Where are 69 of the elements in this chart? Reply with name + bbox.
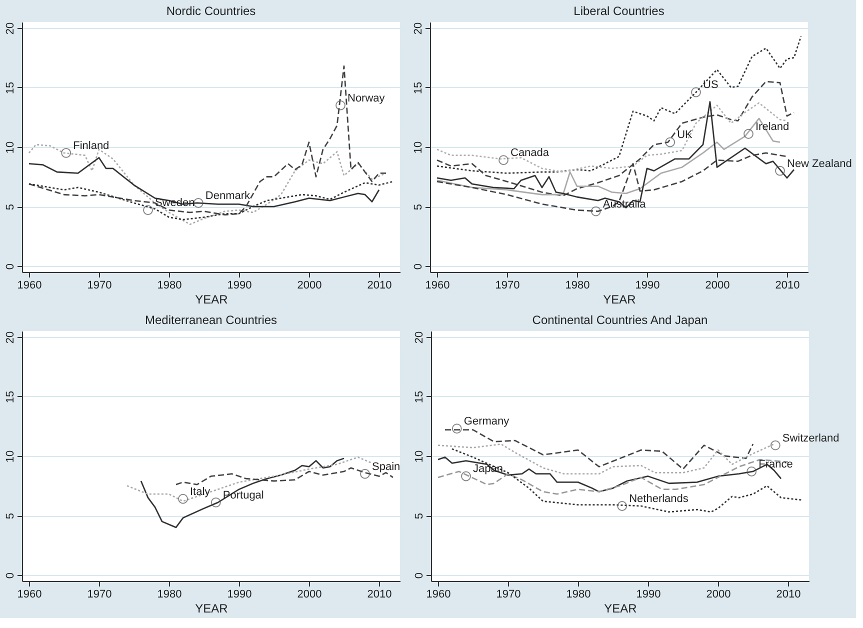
y-tick-label: 5: [4, 204, 16, 210]
line-series: [28, 65, 387, 216]
x-tick-label: 1990: [636, 588, 661, 600]
y-tick-label: 15: [414, 390, 426, 404]
x-tick-label: 1990: [227, 280, 252, 292]
y-tick-label: 20: [412, 22, 424, 35]
annotation: Italy: [190, 486, 211, 498]
x-tick-label: 2000: [705, 280, 730, 292]
y-tick-label: 10: [414, 450, 426, 463]
x-tick-label: 1960: [17, 280, 42, 292]
x-tick-label: 1980: [157, 588, 182, 600]
x-axis-title: YEAR: [195, 292, 228, 306]
y-tick-label: 20: [4, 331, 16, 344]
annotation: Netherlands: [629, 493, 689, 505]
annotation: Canada: [510, 147, 550, 160]
x-tick-label: 2010: [367, 280, 392, 292]
x-tick-label: 1960: [426, 588, 451, 600]
y-tick-label: 0: [414, 572, 426, 579]
x-tick-label: 1970: [495, 280, 520, 292]
x-tick-label: 2000: [297, 280, 322, 292]
x-axis-title: YEAR: [195, 602, 228, 616]
line-series: [140, 458, 345, 528]
x-tick-label: 1970: [87, 280, 112, 292]
y-tick-label: 5: [412, 204, 424, 210]
x-tick-label: 1960: [17, 588, 42, 600]
chart-title: Mediterranean Countries: [144, 312, 278, 327]
annotation: France: [758, 458, 793, 470]
x-tick-label: 2010: [776, 588, 801, 600]
y-tick-label: 0: [412, 263, 424, 270]
y-tick-label: 20: [4, 22, 16, 35]
y-tick-label: 10: [4, 141, 16, 154]
x-tick-label: 2000: [297, 588, 322, 600]
annotation: US: [703, 79, 718, 92]
annotation: Norway: [348, 92, 386, 104]
annotation: Switzerland: [782, 432, 840, 444]
x-tick-label: 1970: [87, 588, 112, 600]
y-tick-label: 20: [414, 331, 426, 344]
x-tick-label: 1990: [227, 588, 252, 600]
x-tick-label: 1980: [157, 280, 182, 292]
chart-title: Continental Countries And Japan: [532, 312, 708, 327]
annotation: Spain: [372, 460, 400, 473]
annotation: Finland: [73, 140, 110, 152]
y-tick-label: 5: [4, 512, 16, 520]
x-tick-label: 1970: [496, 588, 521, 600]
x-tick-label: 1990: [635, 280, 660, 292]
x-tick-label: 2010: [367, 588, 392, 600]
x-tick-label: 2000: [706, 588, 731, 600]
y-tick-label: 15: [4, 390, 16, 404]
x-axis-title: YEAR: [604, 602, 638, 616]
y-tick-label: 15: [412, 82, 424, 94]
y-tick-label: 10: [412, 141, 424, 154]
chart-title: Nordic Countries: [166, 4, 256, 18]
annotation: New Zealand: [787, 158, 852, 170]
annotation: Ireland: [756, 120, 790, 133]
x-tick-label: 1980: [565, 280, 590, 292]
x-tick-label: 2010: [775, 280, 800, 292]
x-tick-label: 1960: [425, 280, 450, 292]
x-axis-title: YEAR: [603, 292, 636, 306]
annotation: Denmark: [205, 190, 251, 202]
y-tick-label: 5: [414, 512, 426, 520]
y-tick-label: 10: [4, 450, 16, 463]
annotation: Germany: [464, 416, 510, 428]
chart-title: Liberal Countries: [574, 4, 664, 18]
y-tick-label: 15: [4, 82, 16, 94]
y-tick-label: 0: [4, 263, 16, 270]
y-tick-label: 0: [4, 572, 16, 579]
line-series: [126, 456, 373, 502]
annotation: UK: [677, 129, 694, 142]
x-tick-label: 1980: [566, 588, 591, 600]
